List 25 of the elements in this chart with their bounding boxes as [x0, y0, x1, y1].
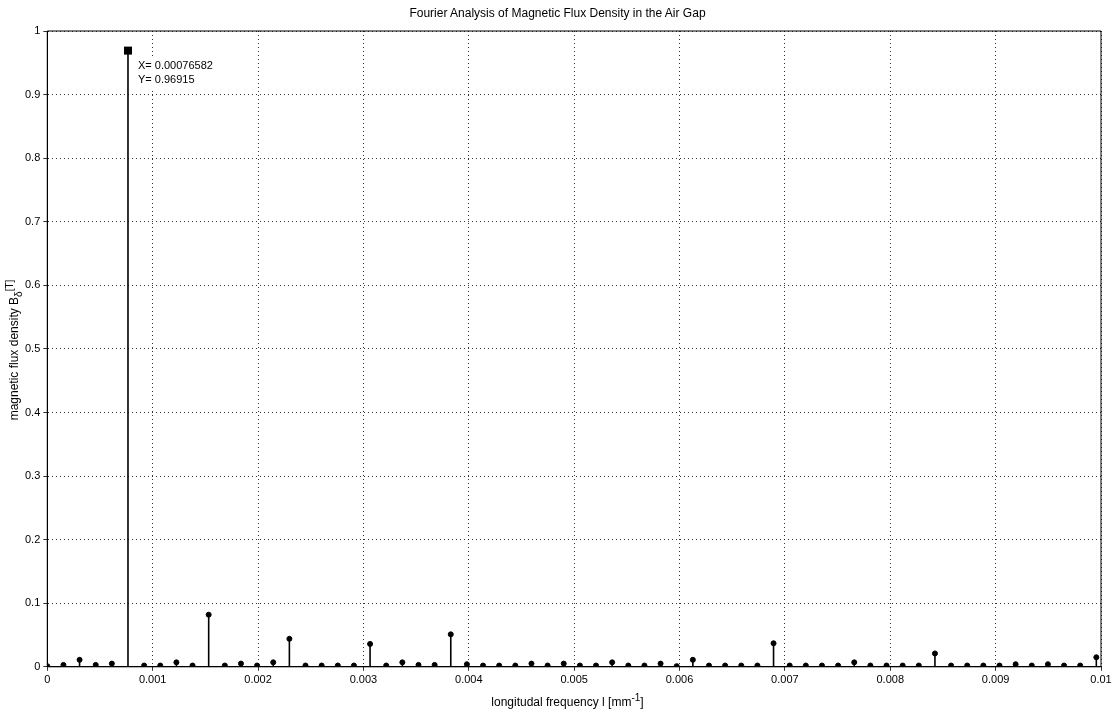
y-tick-label: 1	[34, 24, 41, 37]
x-tick-label: 0.005	[560, 673, 588, 686]
y-tick-label: 0	[34, 659, 41, 672]
y-tick-label: 0.8	[24, 151, 41, 164]
y-tick-label: 0.6	[24, 278, 41, 291]
x-axis-title: longitudal frequency l [mm$^{-1}$]	[490, 692, 645, 709]
x-tick-label: 0.007	[771, 673, 799, 686]
x-tick-label: 0.01	[1090, 673, 1112, 686]
x-tick-label: 0.009	[981, 673, 1010, 686]
x-tick-label: 0.008	[876, 673, 905, 686]
y-tick-label: 0.3	[24, 469, 41, 482]
x-tick-label: 0.002	[244, 673, 272, 686]
chart-title: Fourier Analysis of Magnetic Flux Density in the Air Gap	[408, 6, 707, 20]
y-tick-label: 0.2	[24, 532, 41, 545]
y-tick-label: 0.4	[24, 405, 41, 418]
x-tick-label: 0.001	[138, 673, 167, 686]
annotation: X= 0.00076582 Y= 0.96915	[137, 59, 213, 86]
y-tick-label: 0.5	[24, 341, 41, 354]
x-tick-label: 0.006	[665, 673, 694, 686]
x-tick-label: 0.003	[349, 673, 378, 686]
x-tick-label: 0.004	[455, 673, 483, 686]
y-tick-label: 0.1	[24, 596, 41, 609]
y-tick-label: 0.7	[24, 214, 41, 227]
x-tick-label: 0	[44, 673, 51, 686]
y-tick-label: 0.9	[24, 87, 41, 100]
